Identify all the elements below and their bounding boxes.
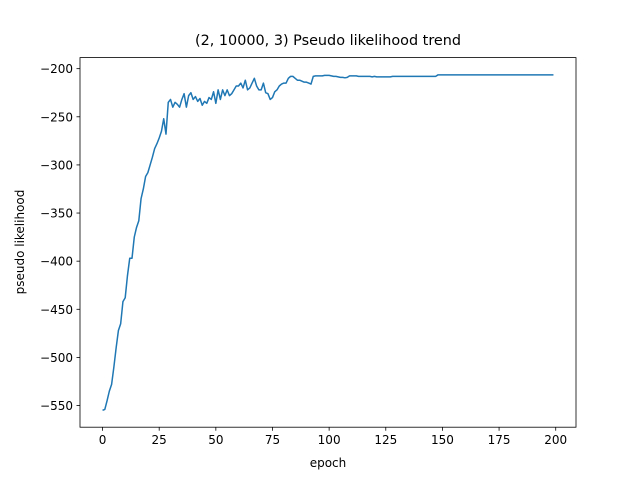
chart-title: (2, 10000, 3) Pseudo likelihood trend [195, 33, 461, 49]
x-tick-label: 100 [318, 433, 341, 447]
y-tick-label: −200 [40, 62, 73, 76]
x-tick-label: 150 [431, 433, 454, 447]
x-tick-label: 125 [374, 433, 397, 447]
x-tick-label: 75 [265, 433, 280, 447]
data-line [102, 74, 554, 412]
x-tick-label: 175 [488, 433, 511, 447]
y-tick-label: −500 [40, 351, 73, 365]
y-tick-label: −450 [40, 303, 73, 317]
y-tick-label: −350 [40, 207, 73, 221]
x-tick-label: 25 [152, 433, 167, 447]
x-tick-label: 50 [208, 433, 223, 447]
x-tick-label: 200 [544, 433, 567, 447]
y-axis-label: pseudo likelihood [13, 190, 27, 295]
y-tick-label: −250 [40, 110, 73, 124]
plot-frame [79, 57, 577, 428]
x-axis-label: epoch [310, 456, 347, 470]
y-tick-label: −550 [40, 399, 73, 413]
y-tick-label: −300 [40, 158, 73, 172]
x-tick-label: 0 [99, 433, 107, 447]
y-tick-label: −400 [40, 255, 73, 269]
